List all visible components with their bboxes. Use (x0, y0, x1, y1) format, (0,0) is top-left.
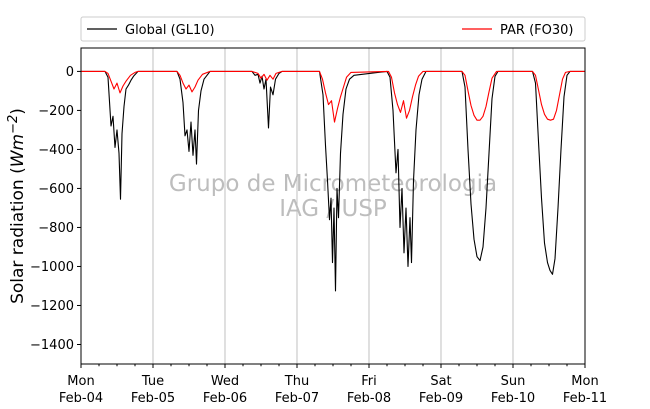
x-tick-date-label: Feb-08 (347, 391, 391, 406)
y-tick-label: −600 (38, 182, 74, 197)
y-tick-label: −800 (38, 221, 74, 236)
legend-label-par: PAR (FO30) (500, 23, 573, 38)
series-lines (81, 70, 585, 292)
x-tick-date-label: Feb-09 (419, 391, 463, 406)
watermark-line-2: IAG / USP (279, 196, 387, 222)
y-axis-label: Solar radiation (Wm−2) (6, 108, 28, 304)
legend: Global (GL10) PAR (FO30) (80, 16, 586, 42)
series-line-global (81, 70, 585, 292)
legend-label-global: Global (GL10) (125, 23, 215, 38)
x-tick-date-label: Feb-06 (203, 391, 247, 406)
x-tick-day-label: Thu (284, 374, 309, 389)
watermark: Grupo de Micrometeorologia IAG / USP (169, 171, 497, 222)
x-tick-date-label: Feb-05 (131, 391, 175, 406)
y-tick-label: −1200 (30, 299, 74, 314)
y-tick-label: −200 (38, 104, 74, 119)
x-tick-day-label: Sun (501, 374, 526, 389)
x-tick-date-label: Feb-11 (563, 391, 607, 406)
x-tick-day-label: Mon (67, 374, 94, 389)
x-axis: Mon Feb-04 Tue Feb-05 Wed Feb-06 Thu Feb-07 Fri F… (59, 364, 607, 406)
x-tick-day-label: Mon (571, 374, 598, 389)
x-tick-day-label: Fri (361, 374, 377, 389)
x-tick-day-label: Sat (430, 374, 451, 389)
series-line-par (81, 70, 585, 123)
legend-box (80, 16, 586, 42)
y-tick-label: 0 (66, 65, 74, 80)
grid-lines (152, 48, 514, 364)
y-tick-label: −1400 (30, 338, 74, 353)
y-axis: 0 −200 −400 −600 −800 −1000 −1200 −1400 (30, 65, 81, 353)
y-tick-label: −1000 (30, 260, 74, 275)
x-tick-date-label: Feb-10 (491, 391, 535, 406)
x-tick-day-label: Tue (141, 374, 164, 389)
x-tick-date-label: Feb-07 (275, 391, 319, 406)
x-tick-date-label: Feb-04 (59, 391, 103, 406)
y-tick-label: −400 (38, 143, 74, 158)
watermark-line-1: Grupo de Micrometeorologia (169, 171, 497, 197)
x-tick-day-label: Wed (211, 374, 239, 389)
